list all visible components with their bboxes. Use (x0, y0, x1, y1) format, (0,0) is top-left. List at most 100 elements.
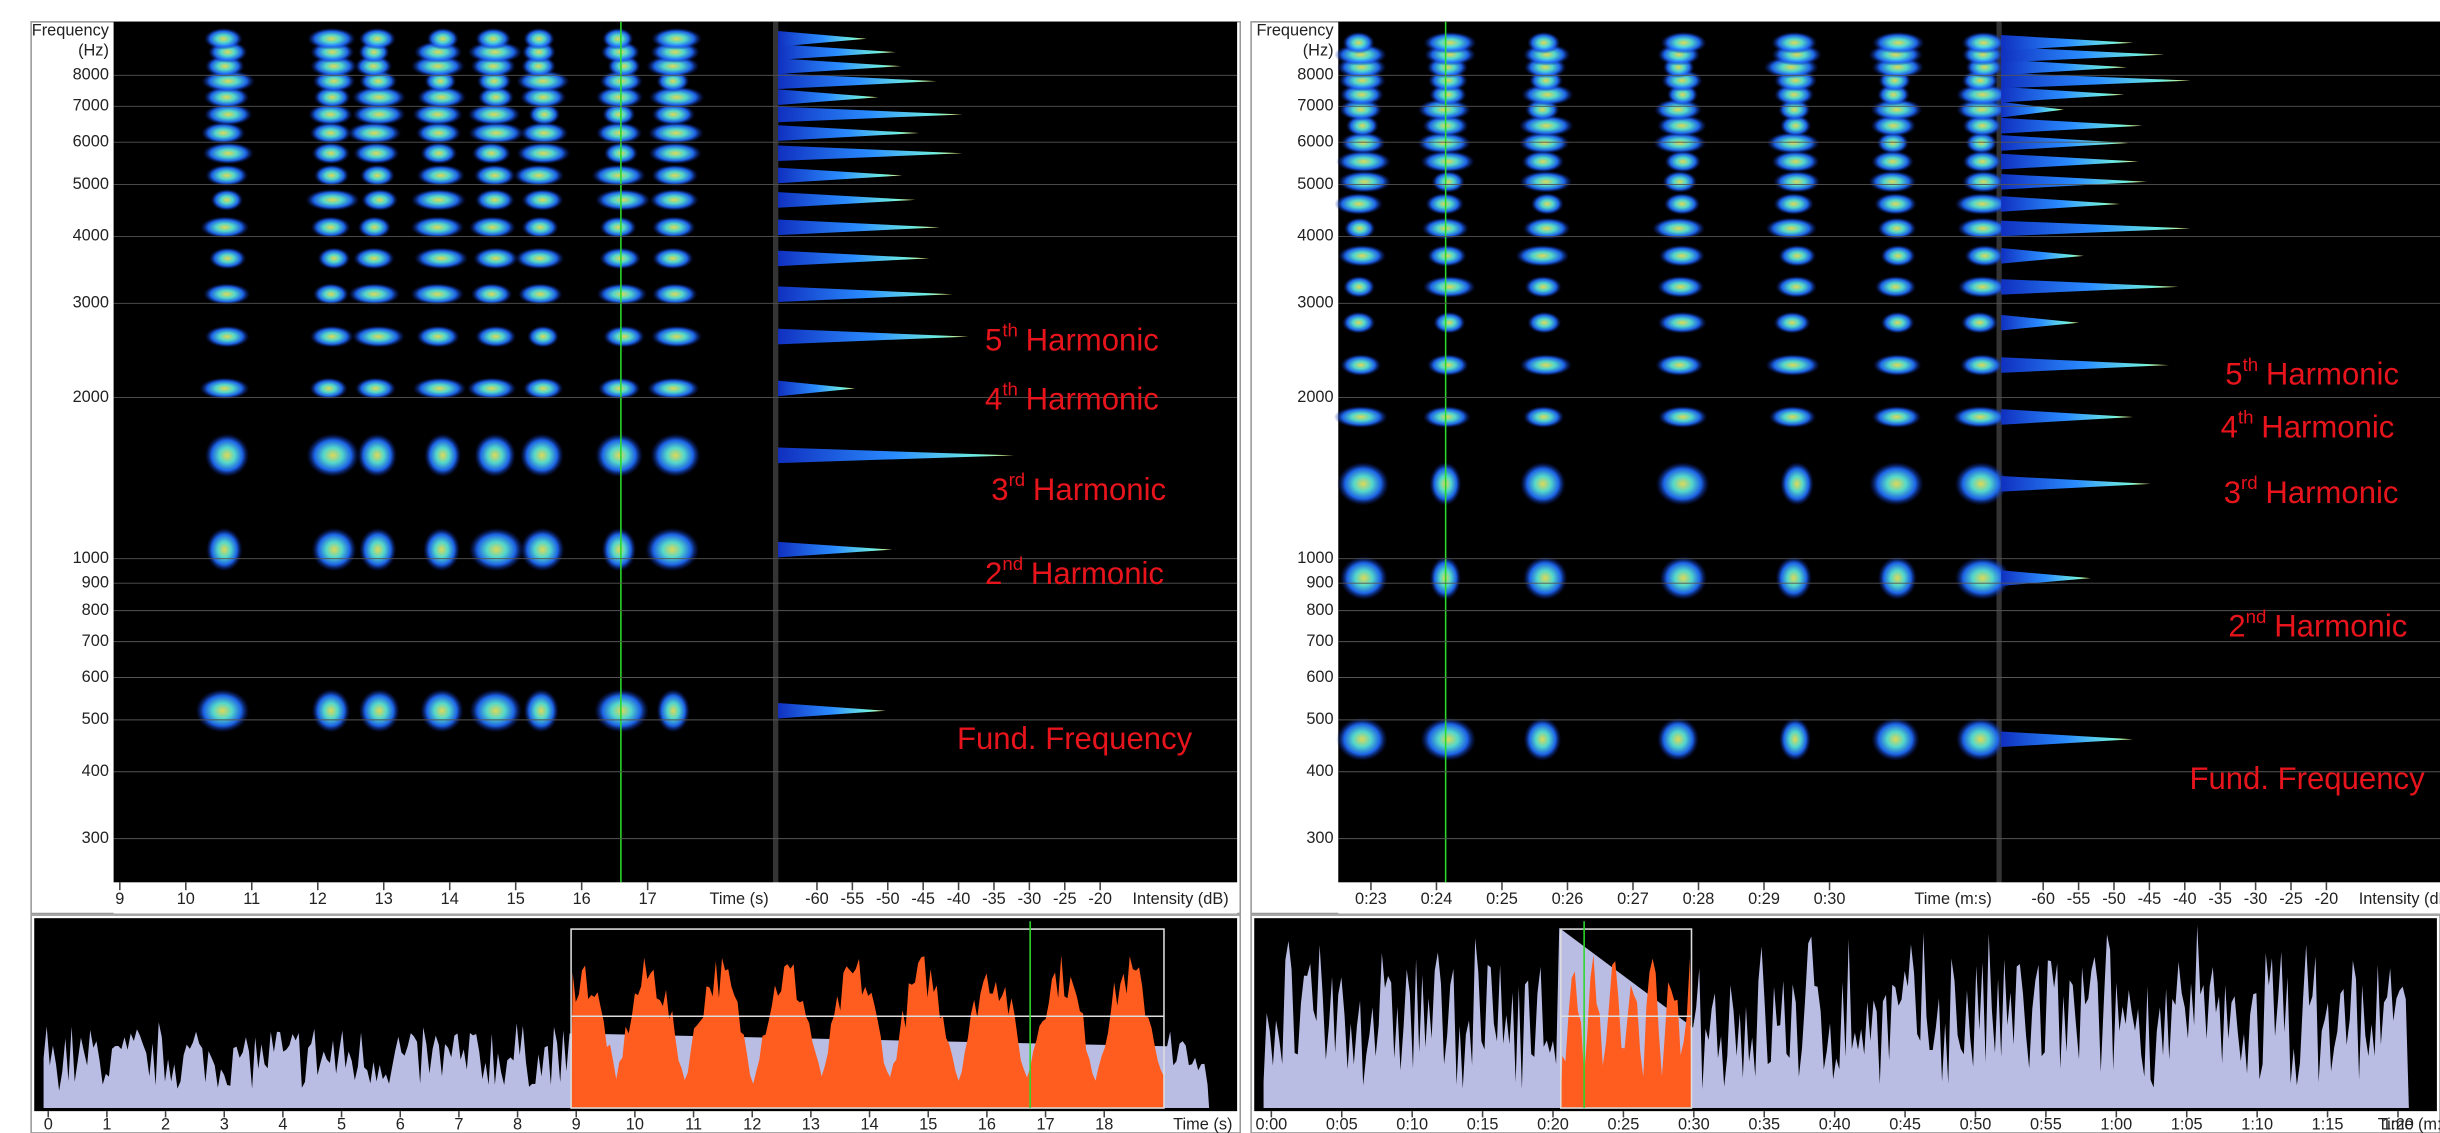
spectrogram-blob (1881, 312, 1915, 334)
spectrogram-blob (205, 165, 248, 187)
intensity-axis-title: Intensity (dB) (1132, 890, 1228, 908)
spectrogram-blob (357, 434, 397, 478)
overview-tick-label: 0 (44, 1115, 53, 1133)
overview-tick-label: 11 (685, 1115, 702, 1133)
spectrogram-blob (200, 216, 249, 238)
spectrogram-blob (471, 283, 512, 305)
spectrogram-blob (1869, 171, 1917, 193)
spectrogram-blob (1664, 193, 1700, 215)
harmonic-suffix: nd (2246, 606, 2267, 627)
spectrogram-blob (1655, 354, 1703, 376)
overview-tick-label: 1:00 (2100, 1115, 2132, 1133)
intensity-tick-label: -20 (2315, 890, 2339, 908)
spectrogram-blob (1343, 276, 1375, 298)
frequency-tick-label: 6000 (73, 132, 109, 150)
spectrogram-blob (359, 528, 396, 572)
harmonic-text: Harmonic (1033, 472, 1166, 507)
spectrogram-blob (467, 378, 516, 400)
spectrogram-blob (473, 247, 518, 269)
spectrogram-blob (1659, 245, 1705, 267)
time-tick-label: 17 (639, 890, 657, 908)
spectrogram-blob (1765, 354, 1820, 376)
frequency-tick-label: 700 (82, 632, 109, 650)
spectrogram-blob (1773, 171, 1820, 193)
frequency-tick-label: 300 (82, 829, 109, 847)
overview-tick-label: 3 (220, 1115, 229, 1133)
spectrogram-blob (1873, 354, 1922, 376)
frequency-tick-label: 500 (1306, 710, 1333, 728)
overview-tick-label: 12 (743, 1115, 761, 1133)
spectrogram-blob (1515, 245, 1569, 267)
time-tick-label: 0:25 (1486, 890, 1518, 908)
spectrum (2001, 22, 2440, 883)
spectrogram-blob (413, 378, 466, 400)
time-tick-label: 0:24 (1421, 890, 1453, 908)
spectrogram-blob (1338, 171, 1391, 193)
spectrogram-blob (602, 28, 633, 50)
spectrogram-blob (1776, 556, 1812, 600)
frequency-tick-label: 400 (1306, 762, 1333, 780)
overview-tick-label: 17 (1036, 1115, 1054, 1133)
spectrogram-blob (597, 283, 647, 305)
harmonic-text: Fund. Frequency (2189, 761, 2425, 796)
spectrogram-blob (1343, 32, 1375, 54)
spectrogram-blob (1665, 151, 1702, 173)
harmonic-number: 5 (985, 323, 1002, 358)
overview-tick-label: 1:10 (2241, 1115, 2273, 1133)
time-tick-label: 12 (309, 890, 327, 908)
overview-tick-label: 0:30 (1678, 1115, 1710, 1133)
overview-tick-label: 0:50 (1960, 1115, 1992, 1133)
spectrogram-blob (414, 247, 468, 269)
spectrogram-blob (318, 247, 350, 269)
overview-tick-label: 4 (278, 1115, 287, 1133)
spectrogram-blob (1519, 171, 1572, 193)
harmonic-number: 5 (2225, 357, 2242, 392)
spectrogram-blob (209, 247, 246, 269)
spectrogram-blob (1340, 556, 1388, 600)
spectrogram-blob (348, 283, 400, 305)
spectrogram-blob (205, 434, 249, 478)
overview-tick-label: 7 (454, 1115, 463, 1133)
overview-axis-title: Time (s) (1173, 1115, 1232, 1133)
spectrogram-blob (421, 142, 458, 164)
spectrogram-blob (1875, 276, 1916, 298)
spectrogram-blob (475, 326, 516, 348)
spectrogram-blob (1523, 556, 1568, 600)
overview-tick-label: 9 (572, 1115, 581, 1133)
overview-tick-label: 1 (102, 1115, 111, 1133)
spectrogram-blob (355, 378, 396, 400)
time-tick-label: 0:28 (1683, 890, 1715, 908)
overview-tick-label: 8 (513, 1115, 522, 1133)
overview-tick-label: 0:45 (1889, 1115, 1921, 1133)
spectrogram-blob (353, 142, 399, 164)
spectrogram-blob (1527, 32, 1560, 54)
spectrogram-blob (602, 528, 636, 572)
spectrogram-blob (1663, 171, 1698, 193)
frequency-tick-label: 8000 (73, 66, 109, 84)
spectrogram-blob (647, 378, 699, 400)
harmonic-text: Harmonic (1026, 382, 1159, 417)
overview-tick-label: 14 (860, 1115, 878, 1133)
intensity-tick-label: -55 (841, 890, 865, 908)
frequency-axis-title: Frequency (32, 22, 110, 40)
spectrogram-blob (359, 689, 400, 733)
spectrogram-blob (310, 326, 354, 348)
spectrogram-blob (1334, 406, 1388, 428)
spectrogram-blob (469, 216, 516, 238)
spectrogram-blob (211, 189, 243, 211)
spectrogram-blob (1336, 717, 1387, 761)
spectrogram-blob (358, 216, 391, 238)
frequency-tick-label: 600 (82, 668, 109, 686)
spectrogram-blob (1961, 312, 1998, 334)
spectrogram-blob (203, 283, 250, 305)
time-tick-label: 14 (441, 890, 459, 908)
spectrogram-blob (1780, 462, 1814, 506)
spectrogram-blob (1423, 406, 1471, 428)
frequency-tick-label: 600 (1306, 668, 1333, 686)
spectrogram-blob (520, 528, 564, 572)
time-axis-title: Time (m:s) (1914, 890, 1991, 908)
spectrogram-blob (1774, 193, 1814, 215)
harmonic-suffix: rd (2241, 472, 2258, 493)
harmonic-label: Fund. Frequency (957, 721, 1193, 756)
spectrogram-blob (469, 689, 522, 733)
